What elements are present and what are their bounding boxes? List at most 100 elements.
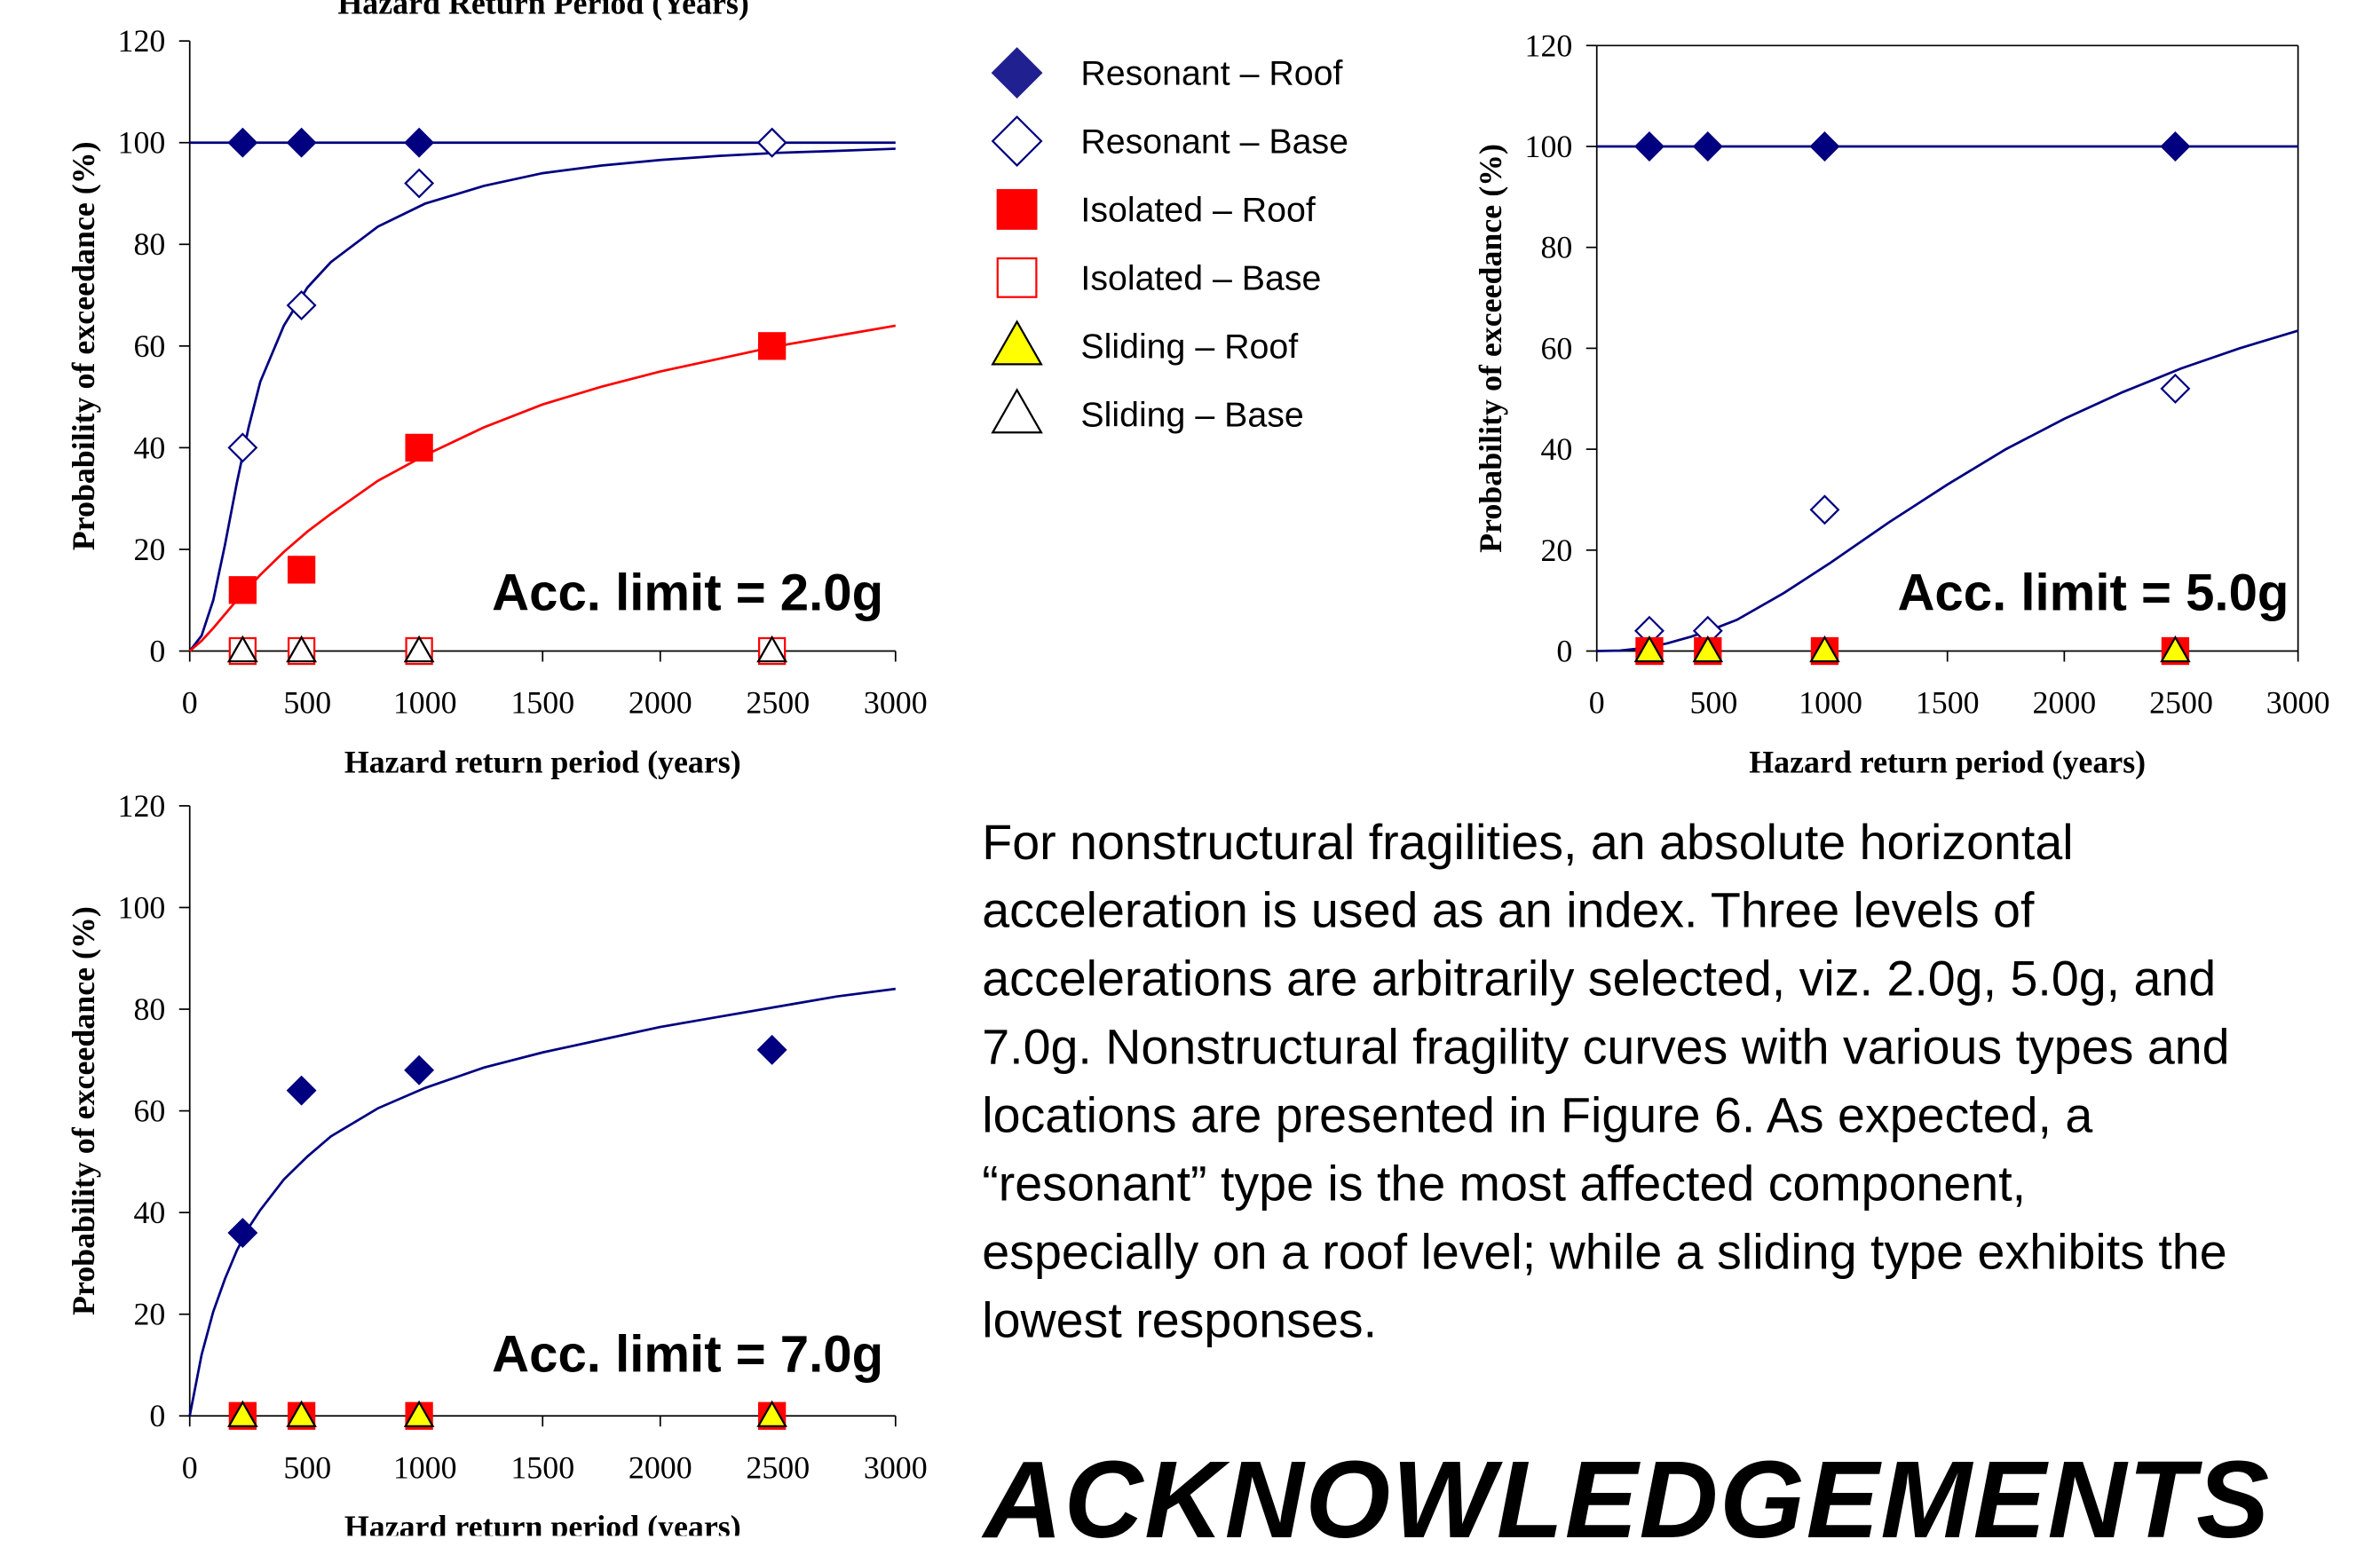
point-resonant-base [227, 432, 258, 463]
y-tick-label: 100 [1525, 129, 1573, 164]
paragraph-line: For nonstructural fragilities, an absolu… [982, 815, 2074, 870]
x-tick-label: 2500 [746, 685, 810, 721]
legend-item-isolated-roof: Isolated – Roof [996, 189, 1316, 230]
y-tick-label: 40 [1540, 431, 1572, 467]
x-tick-label: 1500 [1916, 685, 1980, 721]
acc-limit-label: Acc. limit = 7.0g [492, 1326, 883, 1384]
paragraph-line: 7.0g. Nonstructural fragility curves wit… [982, 1019, 2230, 1075]
point-resonant-roof [227, 127, 258, 158]
legend: Resonant – Roof Resonant – Base Isolated –… [991, 47, 1348, 434]
x-tick-label: 0 [182, 1449, 198, 1485]
x-tick-label: 1000 [1799, 685, 1862, 721]
point-resonant-roof [286, 127, 317, 158]
y-tick-label: 0 [149, 1398, 165, 1433]
y-axis-title: Probability of exceedance (%) [1473, 144, 1508, 553]
legend-item-sliding-base: Sliding – Base [991, 388, 1304, 434]
legend-diamond-icon [991, 47, 1043, 99]
top-cut-title: Hazard Return Period (Years) [337, 0, 748, 20]
paragraph-line: “resonant” type is the most affected com… [982, 1156, 2027, 1212]
legend-item-resonant-base: Resonant – Base [991, 115, 1348, 167]
y-tick-label: 20 [133, 1297, 165, 1332]
legend-square-icon [996, 257, 1038, 298]
legend-triangle-icon [991, 320, 1043, 366]
x-tick-label: 500 [283, 1449, 331, 1485]
paragraph-line: lowest responses. [982, 1292, 1378, 1348]
y-tick-label: 120 [118, 23, 166, 59]
point-sliding-roof [227, 1400, 258, 1427]
x-tick-label: 2000 [629, 1449, 692, 1485]
paragraph-line: acceleration is used as an index. Three … [982, 883, 2035, 938]
legend-label: Resonant – Base [1080, 122, 1348, 162]
point-resonant-roof [1692, 131, 1723, 162]
point-resonant-roof [2160, 131, 2191, 162]
acc-limit-label: Acc. limit = 2.0g [492, 564, 883, 621]
point-resonant-base [404, 168, 435, 199]
y-tick-label: 100 [118, 889, 166, 925]
x-tick-label: 3000 [2266, 685, 2330, 721]
point-sliding-roof [1809, 635, 1840, 663]
y-tick-label: 120 [118, 788, 166, 824]
point-resonant-roof [227, 1218, 258, 1249]
acknowledgements-heading: ACKNOWLEDGEMENTS [983, 1440, 2271, 1562]
point-resonant-base [286, 290, 317, 320]
x-tick-label: 1000 [393, 685, 457, 721]
point-sliding-base [403, 635, 435, 663]
x-tick-label: 2500 [746, 1449, 810, 1485]
legend-label: Sliding – Roof [1080, 328, 1298, 367]
y-tick-label: 0 [149, 633, 165, 668]
point-resonant-roof [1809, 131, 1840, 162]
point-resonant-roof [1634, 131, 1664, 162]
x-tick-label: 500 [1689, 685, 1737, 721]
point-sliding-base [756, 635, 787, 663]
y-tick-label: 80 [1540, 230, 1572, 265]
y-tick-label: 40 [133, 1195, 165, 1230]
x-tick-label: 3000 [864, 1449, 928, 1485]
chart-panel-3: 0 20 40 60 80 100 120 0 500 1000 1500 2000 2500 3000 H… [66, 788, 928, 1544]
y-tick-label: 20 [133, 532, 165, 567]
y-tick-label: 60 [133, 1093, 165, 1129]
point-resonant-roof [286, 1075, 317, 1106]
y-tick-label: 60 [1540, 330, 1572, 366]
point-isolated-roof [405, 433, 433, 462]
legend-item-resonant-roof: Resonant – Roof [991, 47, 1343, 99]
x-tick-label: 1500 [510, 685, 574, 721]
x-axis-title: Hazard return period (years) [1749, 744, 2146, 779]
point-isolated-roof [758, 332, 787, 360]
y-tick-label: 0 [1556, 633, 1572, 668]
point-sliding-base [227, 635, 258, 663]
y-tick-label: 60 [133, 328, 165, 364]
acc-limit-label: Acc. limit = 5.0g [1897, 564, 2289, 621]
y-tick-label: 120 [1525, 28, 1573, 63]
point-resonant-roof [756, 1034, 787, 1065]
paragraph-line: accelerations are arbitrarily selected, … [982, 951, 2217, 1006]
paragraph-line: locations are presented in Figure 6. As … [982, 1087, 2093, 1143]
x-tick-label: 2000 [629, 685, 692, 721]
legend-diamond-icon [991, 115, 1043, 167]
point-sliding-roof [403, 1400, 435, 1427]
point-isolated-roof [228, 576, 257, 604]
y-axis-title: Probability of exceedance (%) [66, 906, 101, 1315]
legend-triangle-icon [991, 388, 1043, 434]
x-axis-title: Hazard return period (years) [344, 1509, 741, 1535]
x-tick-label: 1500 [510, 1449, 574, 1485]
legend-item-sliding-roof: Sliding – Roof [991, 320, 1298, 367]
point-resonant-roof [404, 1054, 435, 1085]
legend-label: Isolated – Base [1080, 259, 1321, 298]
y-tick-label: 100 [118, 125, 166, 161]
fit-curve-isolated-roof [188, 324, 897, 652]
x-tick-label: 500 [283, 685, 331, 721]
chart-panel-1: 0 20 40 60 80 100 120 0 500 1000 1500 2000 2500 3000 H… [66, 23, 928, 779]
point-sliding-roof [286, 1400, 317, 1427]
body-paragraph: For nonstructural fragilities, an absolu… [982, 809, 2380, 1355]
y-axis-title: Probability of exceedance (%) [66, 141, 101, 550]
fit-curve-resonant-roof [188, 987, 896, 1417]
chart-panel-2: 0 20 40 60 80 100 120 0 500 1000 1500 2000 2500 3000 H… [1473, 28, 2330, 779]
x-axis-title: Hazard return period (years) [344, 744, 741, 779]
x-tick-label: 2500 [2149, 685, 2213, 721]
point-isolated-roof [287, 556, 316, 584]
y-tick-label: 80 [133, 991, 165, 1027]
x-tick-label: 0 [182, 685, 198, 721]
paragraph-line: especially on a roof level; while a slid… [982, 1224, 2227, 1280]
